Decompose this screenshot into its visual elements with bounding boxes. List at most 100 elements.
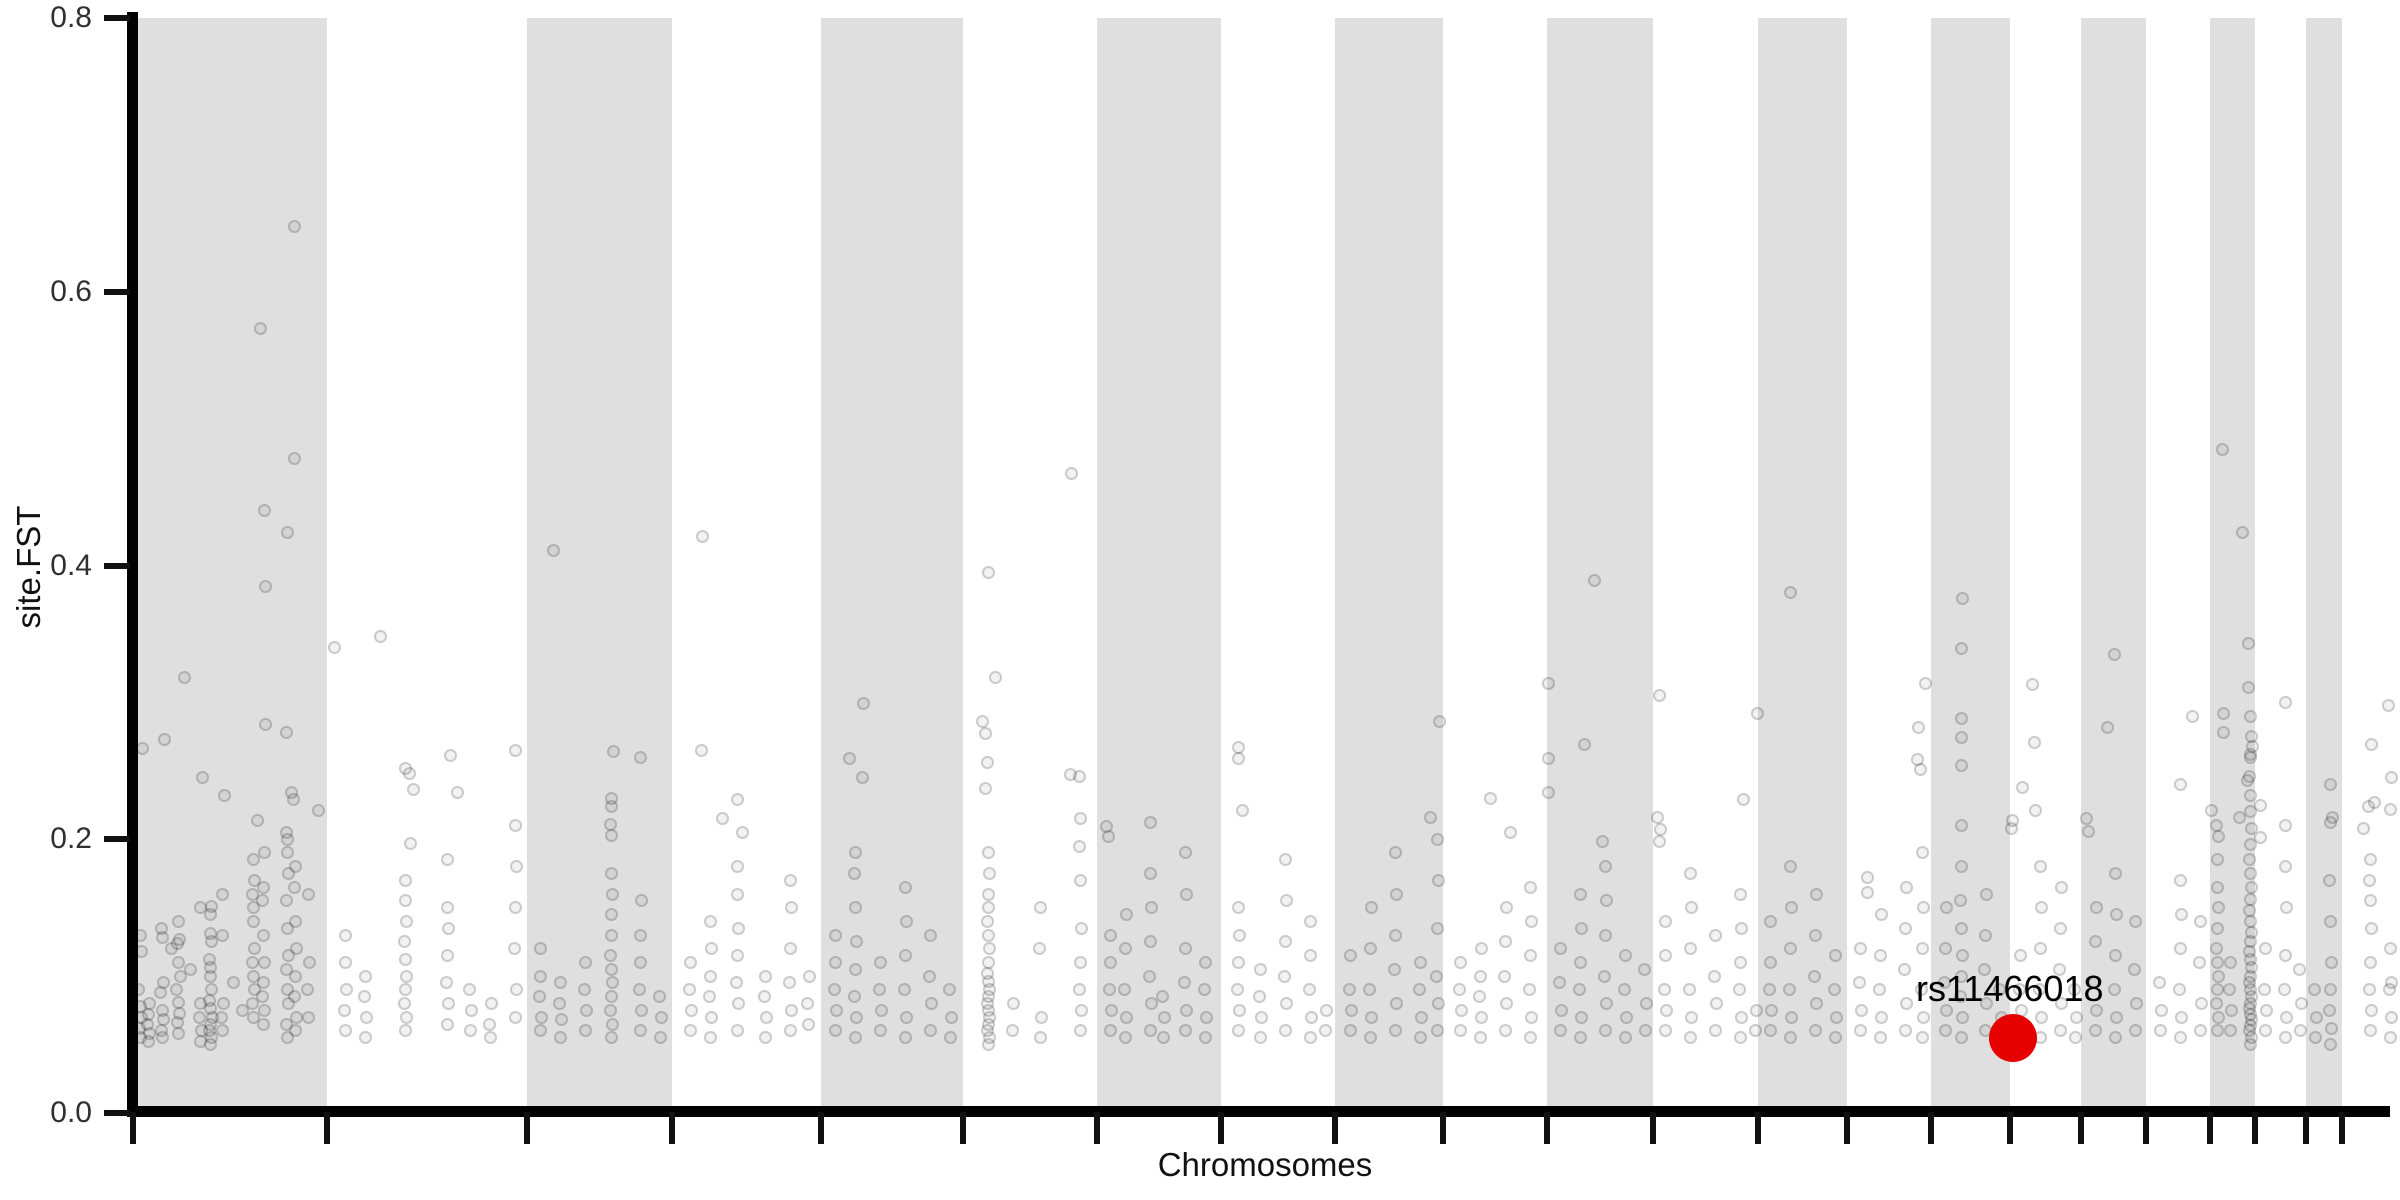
data-point [398,983,412,997]
data-point [2241,680,2255,694]
data-point [703,969,717,983]
data-point [1617,983,1631,997]
data-point [1897,962,1911,976]
data-point [156,976,170,990]
data-point [800,997,814,1010]
x-tick-20 [2252,1112,2258,1144]
data-point [978,782,992,796]
data-point [1764,1003,1778,1017]
data-point [2109,1010,2123,1024]
data-point [604,799,618,813]
data-point [2361,799,2375,813]
data-point [1639,997,1653,1010]
data-point [1827,983,1841,997]
data-point [1389,997,1403,1010]
data-point [2259,1003,2273,1017]
data-point [2244,730,2258,744]
data-point [1955,1010,1969,1024]
data-point [1144,901,1158,915]
data-point [1413,955,1427,969]
data-point [1707,969,1721,983]
data-point [898,880,912,894]
data-point [2209,997,2223,1010]
data-point [2241,637,2255,651]
data-point [1388,846,1402,860]
data-point [2015,780,2029,794]
data-point [2192,955,2206,969]
data-point [1304,1010,1318,1024]
data-point [258,579,272,593]
x-tick-7 [1094,1112,1100,1144]
data-point [1684,1010,1698,1024]
data-point [1342,983,1356,997]
data-point [439,976,453,990]
data-point [1303,914,1317,928]
data-point [399,969,413,983]
data-point [1499,901,1513,915]
data-point [2294,997,2308,1010]
y-tick-label-0.6: 0.6 [50,274,92,308]
data-point [2232,810,2246,824]
data-point [2054,880,2068,894]
data-point [1074,1003,1088,1017]
data-point [2209,942,2223,956]
data-point [2278,860,2292,874]
data-point [2222,983,2236,997]
data-point [1939,1003,1953,1017]
data-point [1784,1010,1798,1024]
data-point [1032,942,1046,956]
data-point [1156,1031,1170,1045]
data-point [288,1024,302,1038]
data-point [1750,706,1764,720]
x-tick-5 [818,1112,824,1144]
chromosome-band-21 [2306,18,2342,1112]
data-point [2244,821,2258,835]
data-point [2089,901,2103,915]
data-point [1033,1031,1047,1045]
data-point [1954,1031,1968,1045]
data-point [508,1010,522,1024]
data-point [253,322,267,336]
data-point [1638,1024,1652,1038]
data-point [1978,928,1992,942]
data-point [2364,738,2378,752]
data-point [783,942,797,956]
data-point [1302,983,1316,997]
data-point [2081,824,2095,838]
data-point [215,1024,229,1038]
data-point [1587,574,1601,588]
data-point [923,928,937,942]
x-tick-9 [1332,1112,1338,1144]
data-point [2054,997,2068,1010]
data-point [1178,1024,1192,1038]
data-point [2067,983,2081,997]
data-point [246,969,260,983]
data-point [2210,921,2224,935]
data-point [280,832,294,846]
data-point [357,990,371,1004]
data-point [2253,831,2267,845]
data-point [287,880,301,894]
data-point [2087,976,2101,990]
data-point [398,953,412,967]
data-point [2173,873,2187,887]
data-point [226,976,240,990]
data-point [553,1031,567,1045]
data-point [603,949,617,963]
data-point [2152,976,2166,990]
data-point [1279,894,1293,908]
data-point [483,1031,497,1045]
chromosome-band-17 [2081,18,2146,1112]
highlight-point[interactable] [1989,1013,2037,1062]
data-point [1992,983,2006,997]
data-point [2088,1024,2102,1038]
data-point [2384,771,2398,785]
data-point [633,750,647,764]
data-point [399,914,413,928]
data-point [1916,901,1930,915]
data-point [735,825,749,839]
data-point [398,894,412,908]
data-point [1736,793,1750,807]
data-point [1573,955,1587,969]
data-point [533,969,547,983]
